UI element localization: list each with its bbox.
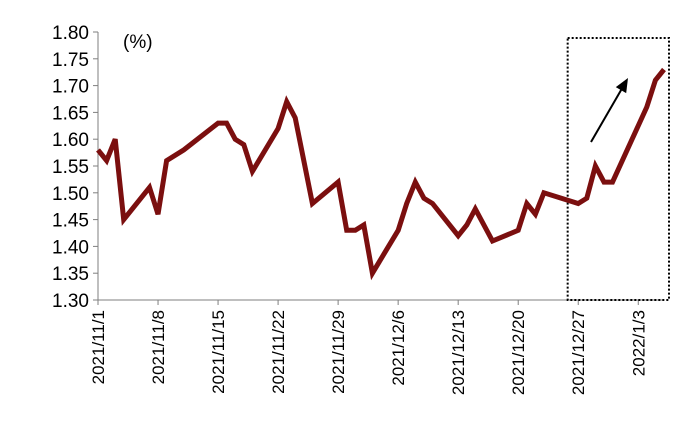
y-tick-label: 1.40 [52,237,89,258]
x-tick-label: 2021/12/20 [509,310,528,395]
x-tick-label: 2021/12/13 [449,310,468,395]
y-tick-label: 1.65 [52,103,89,124]
unit-label: (%) [123,32,153,53]
y-tick-label: 1.55 [52,157,89,178]
trend-arrow [590,78,628,143]
x-tick-label: 2021/12/6 [389,310,408,386]
y-axis-ticks: 1.30 1.35 1.40 1.45 1.50 1.55 1.60 1.65 1.70 1.75… [52,23,98,312]
x-tick-label: 2021/11/1 [89,310,108,384]
y-tick-label: 1.35 [52,264,89,285]
x-tick-label: 2021/12/27 [569,310,588,395]
x-tick-label: 2021/11/22 [269,310,288,394]
y-tick-label: 1.30 [52,291,89,312]
x-tick-label: 2021/11/29 [329,310,348,394]
y-tick-label: 1.75 [52,50,89,71]
x-tick-label: 2021/11/15 [209,310,228,394]
y-tick-label: 1.50 [52,184,89,205]
y-tick-label: 1.60 [52,130,89,151]
y-tick-label: 1.45 [52,211,89,232]
x-tick-label: 2022/1/3 [629,310,648,376]
arrow-shaft [590,84,625,143]
series-line [96,67,666,281]
x-tick-label: 2021/11/8 [149,310,168,384]
y-tick-label: 1.70 [52,77,89,98]
arrow-head [615,78,628,94]
highlight-box [566,37,671,301]
x-axis-ticks: 2021/11/1 2021/11/8 2021/11/15 2021/11/22 20… [89,300,648,395]
y-tick-label: 1.80 [52,23,89,44]
